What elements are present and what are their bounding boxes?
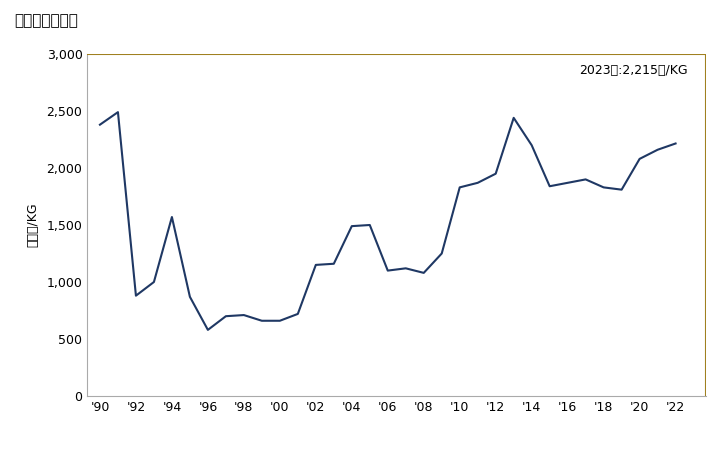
Text: 輸入価格の推移: 輸入価格の推移	[15, 14, 79, 28]
Y-axis label: 単位円/KG: 単位円/KG	[27, 202, 40, 248]
Text: 2023年:2,215円/KG: 2023年:2,215円/KG	[579, 64, 688, 77]
